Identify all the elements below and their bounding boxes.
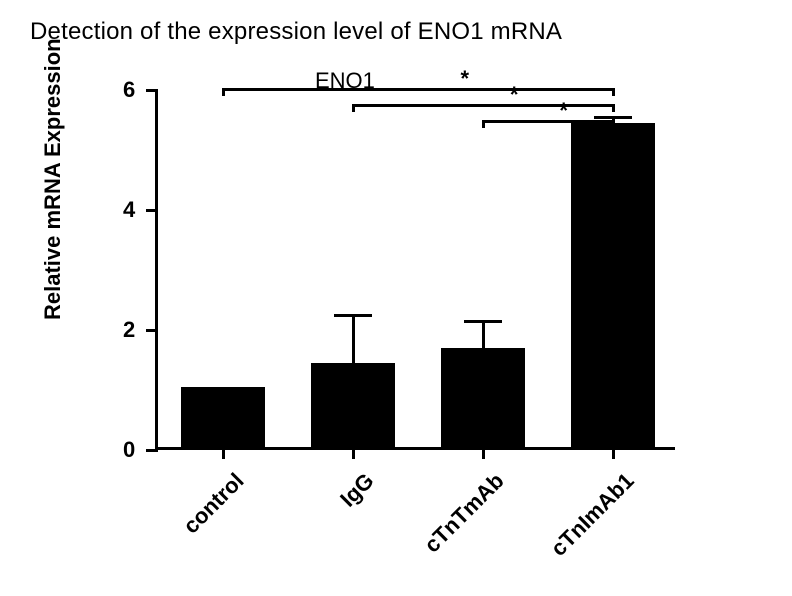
y-tick-label: 2 [123,317,145,343]
significance-drop [222,88,225,96]
x-tick-label: cTnImAb1 [515,468,639,592]
significance-drop [612,104,615,112]
bar-chart: Relative mRNA Expression ENO1 0246contro… [50,70,750,570]
error-bar [482,321,485,351]
bar [181,387,266,447]
y-tick [146,449,158,452]
error-cap [464,320,502,323]
plot-area: 0246controlIgGcTnTmAbcTnImAb1*** [155,90,675,450]
x-tick-label: cTnTmAb [385,468,509,592]
significance-marker: * [510,84,519,106]
significance-drop [612,88,615,96]
x-tick-label: control [125,468,249,592]
bar [571,123,656,447]
y-tick [146,329,158,332]
error-cap [334,314,372,317]
significance-drop [352,104,355,112]
significance-bracket [223,88,613,91]
bar [441,348,526,447]
y-tick [146,209,158,212]
y-tick-label: 6 [123,77,145,103]
y-tick-label: 0 [123,437,145,463]
x-tick [222,447,225,459]
x-tick [612,447,615,459]
error-cap [594,116,632,119]
x-tick [482,447,485,459]
x-tick [352,447,355,459]
significance-bracket [483,120,613,123]
significance-bracket [353,104,613,107]
bar [311,363,396,447]
y-tick-label: 4 [123,197,145,223]
significance-marker: * [461,68,470,90]
significance-marker: * [559,100,568,122]
x-tick-label: IgG [255,468,379,592]
chart-title: Detection of the expression level of ENO… [30,18,562,46]
error-bar [352,315,355,366]
y-axis-label: Relative mRNA Expression [40,38,66,320]
significance-drop [612,120,615,128]
y-tick [146,89,158,92]
significance-drop [482,120,485,128]
